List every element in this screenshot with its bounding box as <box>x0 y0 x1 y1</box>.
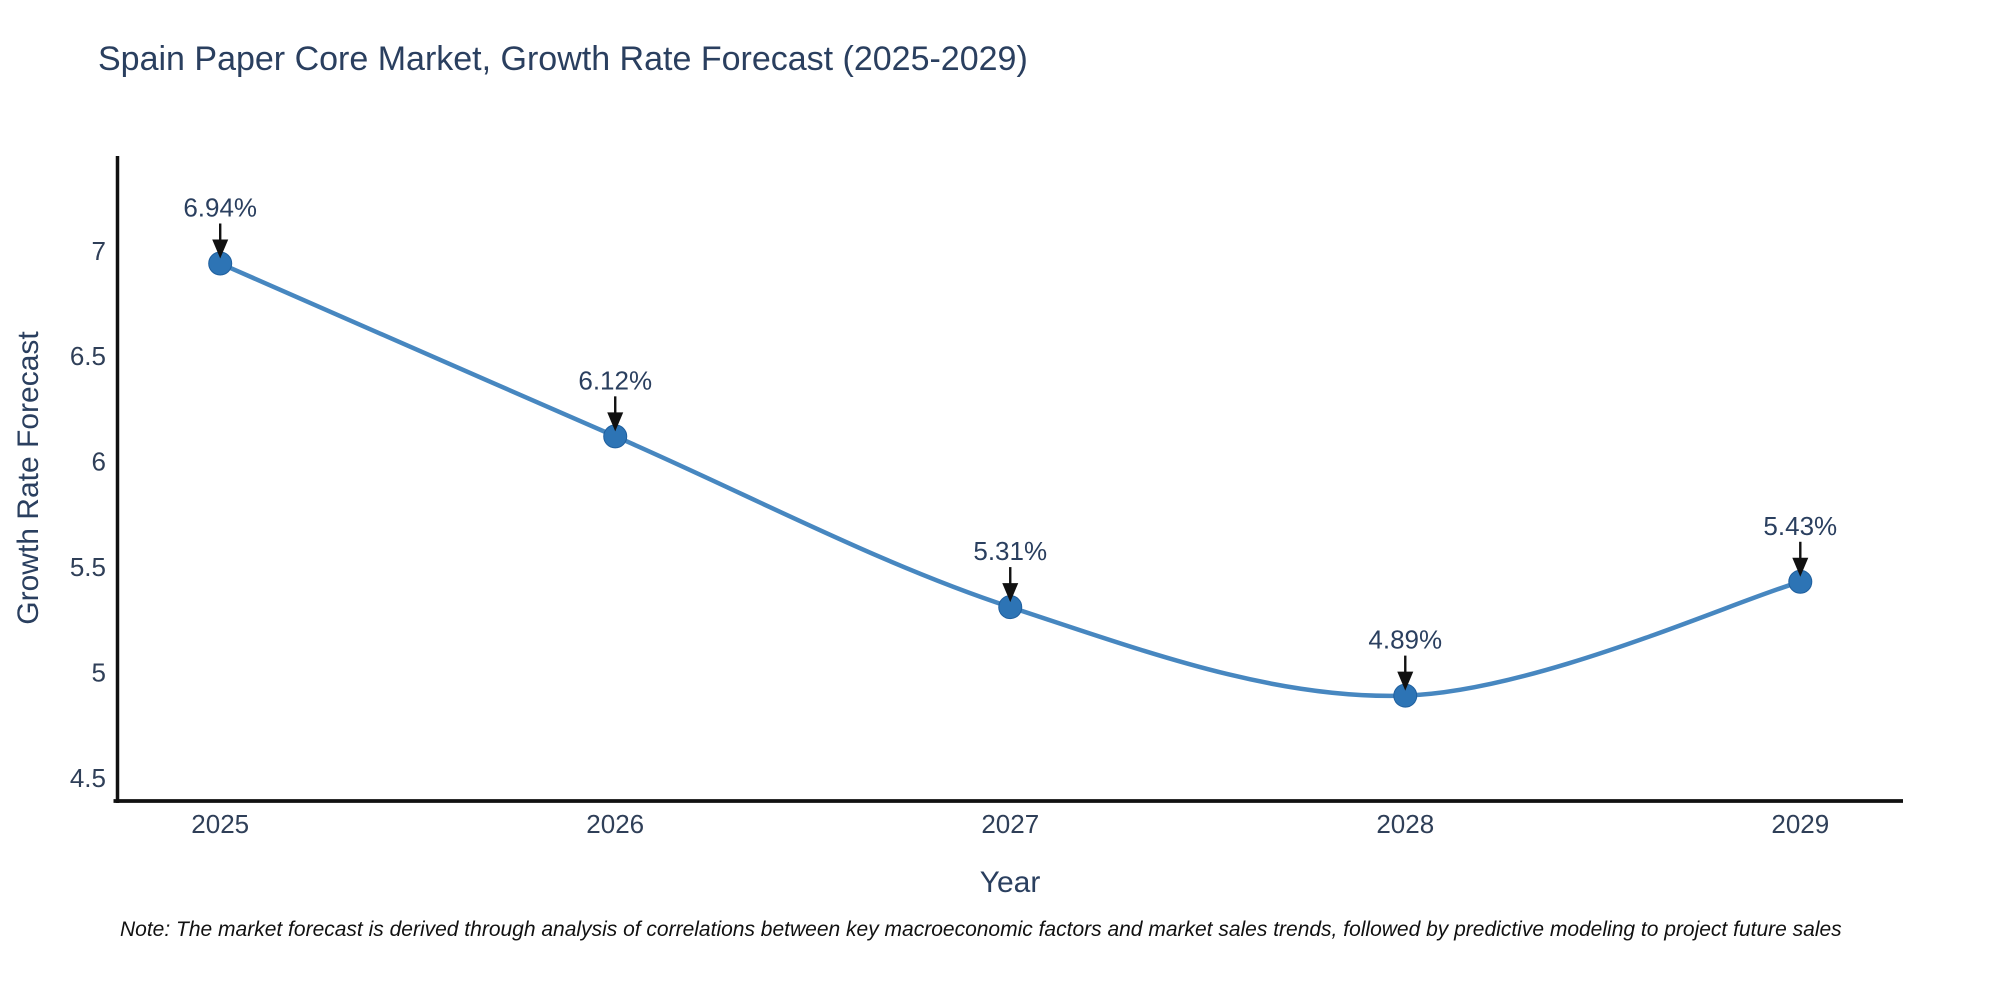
annotation-arrowhead-icon <box>212 239 229 259</box>
footnote: Note: The market forecast is derived thr… <box>120 918 1842 941</box>
x-axis-title: Year <box>980 866 1041 899</box>
x-tick-label: 2025 <box>191 809 249 839</box>
forecast-line <box>219 261 1801 699</box>
data-markers <box>208 251 1813 708</box>
x-tick-label: 2028 <box>1376 809 1434 839</box>
y-tick-label: 7 <box>92 236 106 266</box>
axes <box>113 156 1903 803</box>
y-tick-label: 6 <box>92 447 106 477</box>
x-tick-label: 2027 <box>981 809 1039 839</box>
annotation-label: 6.12% <box>578 365 652 395</box>
y-tick-label: 6.5 <box>70 341 106 371</box>
annotation-arrowhead-icon <box>1002 583 1019 603</box>
x-tick-label: 2026 <box>586 809 644 839</box>
chart-title: Spain Paper Core Market, Growth Rate For… <box>98 40 1028 78</box>
y-tick-label: 5.5 <box>70 552 106 582</box>
y-tick-label: 4.5 <box>70 763 106 793</box>
point-annotations: 6.94% 6.12% 5.31% 4.89% 5.43% <box>183 193 1837 691</box>
annotation-label: 5.43% <box>1763 511 1837 541</box>
forecast-line-path <box>219 261 1801 699</box>
annotation-label: 5.31% <box>973 536 1047 566</box>
annotation-label: 6.94% <box>183 193 257 223</box>
y-tick-label: 5 <box>92 657 106 687</box>
annotation-arrowhead-icon <box>1397 671 1414 691</box>
y-axis-title: Growth Rate Forecast <box>12 331 45 625</box>
axis-ticks: 4.5 5 5.5 6 6.5 7 2025 2026 2027 2028 2029 <box>70 236 1829 839</box>
x-tick-label: 2029 <box>1771 809 1829 839</box>
annotation-arrowhead-icon <box>1792 557 1809 577</box>
annotation-label: 4.89% <box>1368 625 1442 655</box>
annotation-arrowhead-icon <box>607 412 624 432</box>
